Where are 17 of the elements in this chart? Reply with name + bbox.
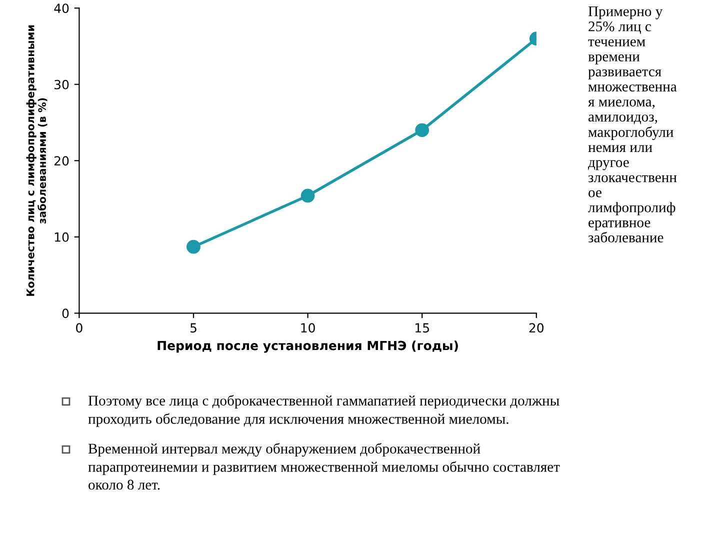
point [186,240,200,254]
x-tick-label: 20 [529,323,544,333]
x-tick-label: 10 [301,323,315,333]
text: Поэтому все лица с доброкачественной гаммапатией периодически должны проходить обследование для исключения множественной миеломы. [88,395,560,427]
y-tick-label: 0 [62,308,69,318]
text: Примерно у 25% лиц с течением времени развивается множественна я миелома, амилоидоз, макроглобули немия или другое злокачественн ое лимфопролиф еративное заболевание [588,6,677,242]
y-tick-label: 30 [54,80,69,90]
y-tick-label: 10 [54,232,69,242]
point [300,188,315,203]
x-tick-label: 0 [76,323,82,333]
y-tick-label: 40 [54,4,69,14]
y-axis-title: Количество лиц с лимфопролиферативными заболеваниями (в %) [26,25,48,296]
y-tick-label: 20 [54,156,69,166]
x-axis-title: Период после установления МГНЭ (годы) [158,340,458,353]
x-tick-label: 5 [190,323,196,333]
text: Временной интервал между обнаружением доброкачественной парапротеинемии и развитием множественной миеломы обычно составляет около 8 лет. [88,443,560,490]
x-tick-label: 15 [416,323,429,333]
